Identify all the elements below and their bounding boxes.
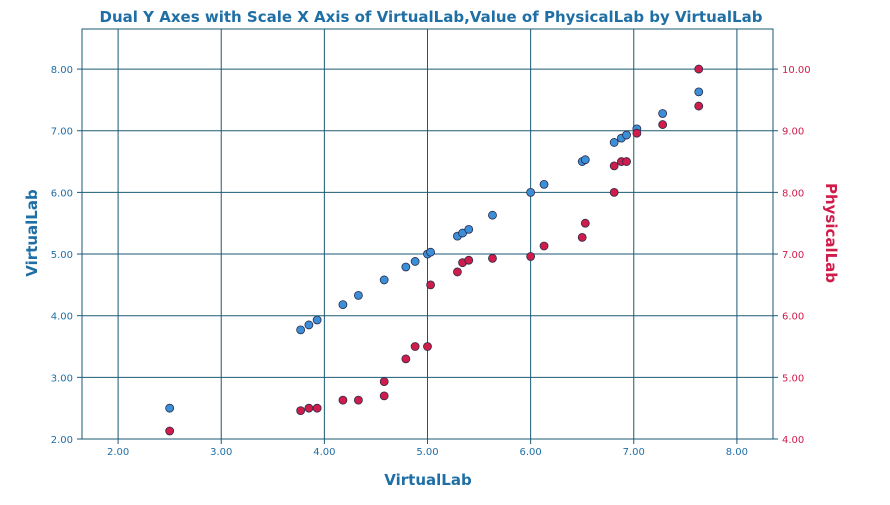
physicallab-point bbox=[577, 232, 587, 242]
physicallab-point bbox=[464, 255, 474, 265]
physicallab-point bbox=[353, 395, 363, 405]
physicallab-point bbox=[312, 403, 322, 413]
physicallab-point bbox=[379, 391, 389, 401]
virtuallab-point bbox=[426, 247, 435, 257]
virtuallab-point bbox=[526, 187, 536, 197]
physicallab-point bbox=[609, 187, 619, 197]
right-y-tick-label: 4.00 bbox=[782, 435, 804, 446]
left-y-axis-ticks: 2.00 3.00 4.00 5.00 6.00 7.00 8.00 bbox=[51, 65, 82, 446]
physicallab-point bbox=[609, 161, 619, 171]
virtuallab-point bbox=[464, 224, 474, 234]
right-y-tick-label: 6.00 bbox=[782, 312, 804, 323]
physicallab-point bbox=[338, 395, 348, 405]
physicallab-point bbox=[423, 342, 432, 351]
right-y-tick-label: 8.00 bbox=[782, 188, 804, 199]
x-tick-label: 7.00 bbox=[623, 447, 645, 458]
physicallab-point bbox=[410, 342, 420, 351]
left-y-tick-label: 6.00 bbox=[51, 188, 73, 199]
data-points bbox=[165, 64, 704, 436]
chart-title: Dual Y Axes with Scale X Axis of Virtual… bbox=[100, 8, 763, 26]
virtuallab-point bbox=[353, 290, 363, 300]
physicallab-point bbox=[304, 403, 314, 413]
physicallab-point bbox=[658, 120, 668, 129]
physicallab-point bbox=[379, 377, 389, 387]
physicallab-point bbox=[632, 128, 642, 138]
virtuallab-point bbox=[410, 257, 420, 266]
physicallab-series bbox=[165, 64, 704, 436]
x-tick-label: 8.00 bbox=[726, 447, 748, 458]
left-y-tick-label: 5.00 bbox=[51, 250, 73, 261]
physicallab-point bbox=[426, 280, 435, 290]
x-tick-label: 2.00 bbox=[107, 447, 129, 458]
right-y-tick-label: 5.00 bbox=[782, 373, 804, 384]
physicallab-point bbox=[401, 354, 411, 364]
gridlines bbox=[82, 29, 773, 440]
right-y-tick-label: 10.00 bbox=[782, 65, 811, 76]
virtuallab-point bbox=[488, 210, 497, 220]
virtuallab-point bbox=[580, 155, 590, 165]
x-axis-ticks: 2.00 3.00 4.00 5.00 6.00 7.00 8.00 bbox=[107, 439, 748, 458]
physicallab-point bbox=[488, 253, 497, 263]
left-y-tick-label: 3.00 bbox=[51, 373, 73, 384]
x-tick-label: 3.00 bbox=[210, 447, 232, 458]
virtuallab-point bbox=[296, 325, 306, 335]
physicallab-point bbox=[694, 64, 704, 74]
x-tick-label: 4.00 bbox=[313, 447, 335, 458]
right-y-axis-ticks: 4.00 5.00 6.00 7.00 8.00 9.00 10.00 bbox=[773, 65, 811, 446]
x-tick-label: 6.00 bbox=[520, 447, 542, 458]
right-y-tick-label: 9.00 bbox=[782, 127, 804, 138]
physicallab-point bbox=[165, 426, 175, 436]
x-axis-title: VirtualLab bbox=[384, 471, 472, 489]
right-y-tick-label: 7.00 bbox=[782, 250, 804, 261]
virtuallab-point bbox=[694, 87, 704, 97]
virtuallab-point bbox=[338, 300, 348, 309]
x-tick-label: 5.00 bbox=[416, 447, 438, 458]
virtuallab-point bbox=[539, 179, 549, 189]
virtuallab-point bbox=[379, 275, 389, 285]
physicallab-point bbox=[622, 157, 631, 166]
virtuallab-point bbox=[658, 109, 668, 118]
left-y-tick-label: 2.00 bbox=[51, 435, 73, 446]
virtuallab-point bbox=[165, 403, 175, 413]
virtuallab-point bbox=[401, 262, 411, 272]
right-y-axis-title: PhysicalLab bbox=[822, 183, 840, 283]
virtuallab-point bbox=[312, 315, 322, 325]
left-y-tick-label: 7.00 bbox=[51, 127, 73, 138]
physicallab-point bbox=[694, 101, 704, 111]
virtuallab-point bbox=[304, 320, 314, 330]
virtuallab-point bbox=[622, 130, 631, 140]
physicallab-point bbox=[453, 267, 462, 277]
physicallab-point bbox=[580, 218, 590, 228]
left-y-tick-label: 8.00 bbox=[51, 65, 73, 76]
virtuallab-series bbox=[165, 87, 704, 413]
left-y-axis-title: VirtualLab bbox=[23, 189, 41, 277]
physicallab-point bbox=[526, 252, 536, 261]
physicallab-point bbox=[296, 406, 306, 416]
left-y-tick-label: 4.00 bbox=[51, 312, 73, 323]
physicallab-point bbox=[539, 241, 549, 251]
virtuallab-point bbox=[609, 138, 619, 147]
